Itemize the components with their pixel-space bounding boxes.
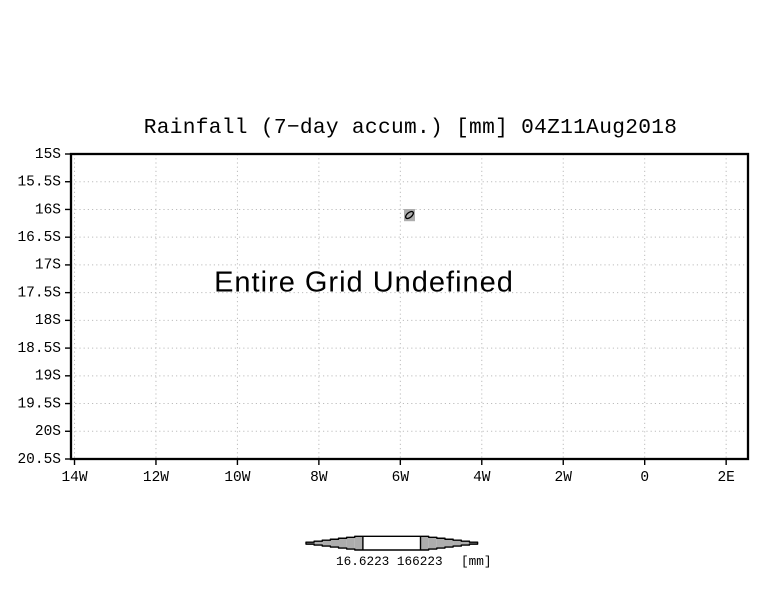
svg-text:Entire Grid Undefined: Entire Grid Undefined xyxy=(214,266,514,298)
svg-text:16S: 16S xyxy=(35,202,61,218)
svg-text:19S: 19S xyxy=(35,369,61,385)
svg-text:2E: 2E xyxy=(717,470,734,486)
svg-text:[mm]: [mm] xyxy=(461,554,491,569)
svg-text:20S: 20S xyxy=(35,424,61,440)
svg-text:0: 0 xyxy=(640,470,649,486)
svg-text:15S: 15S xyxy=(35,147,61,163)
svg-text:12W: 12W xyxy=(143,470,169,486)
svg-text:19.5S: 19.5S xyxy=(17,396,61,412)
svg-text:8W: 8W xyxy=(310,470,328,486)
svg-text:2W: 2W xyxy=(555,470,573,486)
svg-text:14W: 14W xyxy=(61,470,87,486)
svg-text:18S: 18S xyxy=(35,313,61,329)
svg-text:17.5S: 17.5S xyxy=(17,285,61,301)
svg-text:10W: 10W xyxy=(224,470,250,486)
svg-text:20.5S: 20.5S xyxy=(17,452,61,468)
svg-text:6W: 6W xyxy=(392,470,410,486)
svg-text:16.6223 166223: 16.6223 166223 xyxy=(336,554,443,569)
svg-text:18.5S: 18.5S xyxy=(17,341,61,357)
svg-text:17S: 17S xyxy=(35,258,61,274)
svg-text:15.5S: 15.5S xyxy=(17,175,61,191)
svg-text:4W: 4W xyxy=(473,470,491,486)
svg-text:16.5S: 16.5S xyxy=(17,230,61,246)
